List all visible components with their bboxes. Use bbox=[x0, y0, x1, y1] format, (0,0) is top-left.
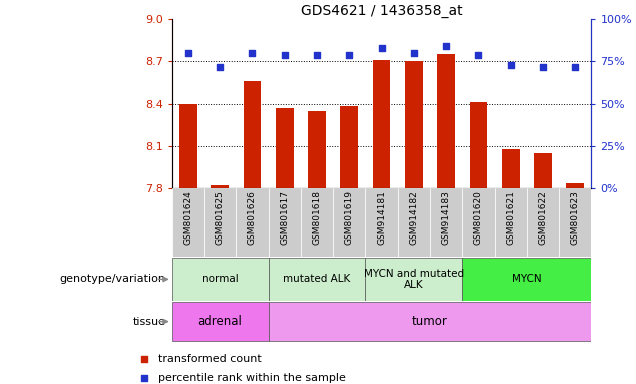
Bar bbox=[534, 153, 552, 188]
Text: MYCN and mutated
ALK: MYCN and mutated ALK bbox=[364, 268, 464, 290]
Point bbox=[398, 278, 408, 285]
Bar bbox=[244, 81, 261, 188]
Bar bbox=[301, 188, 333, 257]
Bar bbox=[430, 188, 462, 257]
Point bbox=[409, 50, 419, 56]
Bar bbox=[405, 61, 423, 188]
Point bbox=[280, 51, 290, 58]
Bar bbox=[211, 185, 229, 188]
Bar bbox=[462, 258, 591, 301]
Bar bbox=[469, 102, 487, 188]
Bar bbox=[366, 188, 398, 257]
Bar bbox=[268, 188, 301, 257]
Bar bbox=[308, 111, 326, 188]
Text: GSM801618: GSM801618 bbox=[312, 190, 322, 245]
Point bbox=[183, 50, 193, 56]
Bar bbox=[398, 188, 430, 257]
Bar bbox=[333, 188, 366, 257]
Bar bbox=[172, 302, 268, 341]
Bar bbox=[268, 302, 591, 341]
Bar bbox=[276, 108, 294, 188]
Text: MYCN: MYCN bbox=[512, 274, 542, 285]
Bar bbox=[373, 60, 391, 188]
Text: genotype/variation: genotype/variation bbox=[59, 274, 165, 285]
Bar bbox=[462, 188, 495, 257]
Text: normal: normal bbox=[202, 274, 238, 285]
Text: GSM801625: GSM801625 bbox=[216, 190, 225, 245]
Text: mutated ALK: mutated ALK bbox=[284, 274, 350, 285]
Point bbox=[570, 63, 581, 70]
Text: GSM801617: GSM801617 bbox=[280, 190, 289, 245]
Bar bbox=[495, 188, 527, 257]
Text: tumor: tumor bbox=[412, 315, 448, 328]
Text: GSM914183: GSM914183 bbox=[441, 190, 451, 245]
Text: GSM801622: GSM801622 bbox=[539, 190, 548, 245]
Point bbox=[398, 104, 408, 110]
Point bbox=[441, 43, 452, 49]
Text: GSM914182: GSM914182 bbox=[410, 190, 418, 245]
Point bbox=[312, 51, 322, 58]
Text: GSM801626: GSM801626 bbox=[248, 190, 257, 245]
Bar bbox=[172, 258, 268, 301]
Text: tissue: tissue bbox=[132, 316, 165, 327]
Bar bbox=[366, 258, 462, 301]
Text: transformed count: transformed count bbox=[158, 354, 261, 364]
Text: GSM801619: GSM801619 bbox=[345, 190, 354, 245]
Text: GSM801624: GSM801624 bbox=[183, 190, 192, 245]
Bar bbox=[237, 188, 268, 257]
Text: percentile rank within the sample: percentile rank within the sample bbox=[158, 373, 345, 383]
Text: adrenal: adrenal bbox=[198, 315, 242, 328]
Point bbox=[215, 63, 225, 70]
Title: GDS4621 / 1436358_at: GDS4621 / 1436358_at bbox=[301, 4, 462, 18]
Point bbox=[344, 51, 354, 58]
Text: GSM801623: GSM801623 bbox=[571, 190, 580, 245]
Text: GSM914181: GSM914181 bbox=[377, 190, 386, 245]
Bar bbox=[567, 182, 584, 188]
Point bbox=[377, 45, 387, 51]
Point bbox=[538, 63, 548, 70]
Point bbox=[247, 50, 258, 56]
Bar bbox=[179, 104, 197, 188]
Bar bbox=[502, 149, 520, 188]
Bar bbox=[438, 55, 455, 188]
Text: GSM801620: GSM801620 bbox=[474, 190, 483, 245]
Bar bbox=[559, 188, 591, 257]
Text: GSM801621: GSM801621 bbox=[506, 190, 515, 245]
Bar bbox=[204, 188, 237, 257]
Bar bbox=[527, 188, 559, 257]
Point bbox=[506, 62, 516, 68]
Bar bbox=[268, 258, 366, 301]
Bar bbox=[172, 188, 204, 257]
Bar bbox=[340, 106, 358, 188]
Point bbox=[473, 51, 483, 58]
